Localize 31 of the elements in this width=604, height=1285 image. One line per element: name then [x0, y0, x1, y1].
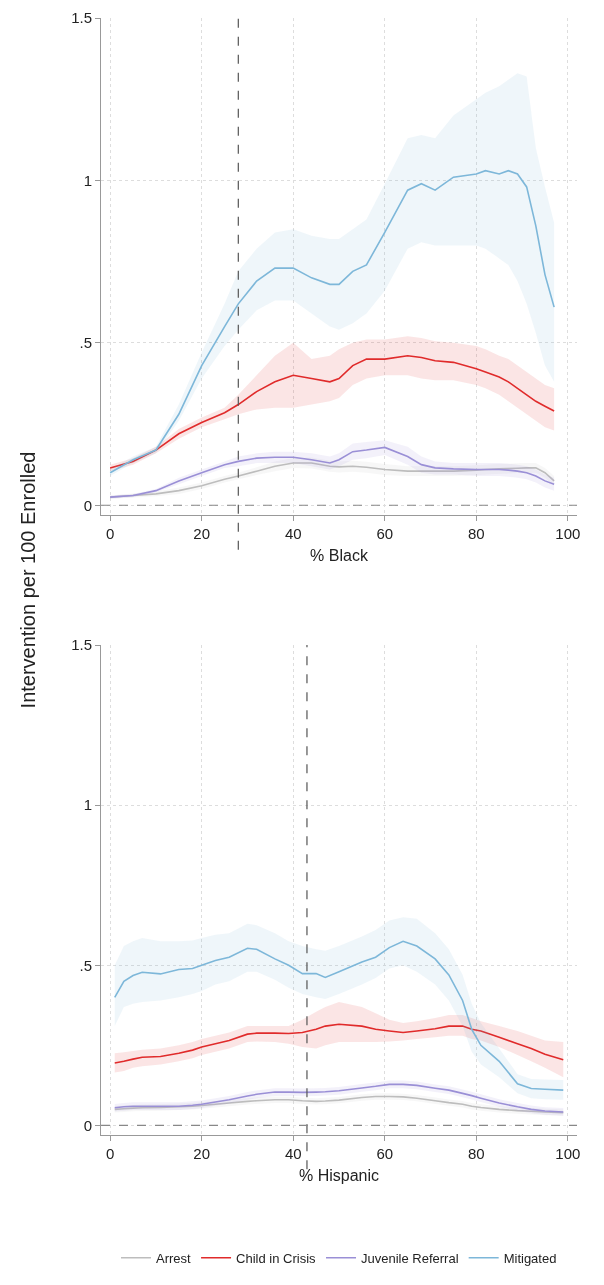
y-tick-label: 0: [83, 496, 92, 514]
y-tick-label: 1: [83, 796, 92, 814]
legend-label: Juvenile Referral: [361, 1250, 459, 1266]
x-tick-label: 20: [193, 1145, 211, 1162]
x-axis-title: % Hispanic: [298, 1166, 380, 1184]
x-tick-label: 80: [467, 1145, 485, 1162]
y-tick-label: .5: [79, 334, 92, 352]
line-series: [109, 169, 555, 474]
y-tick-label: 1: [83, 171, 92, 189]
x-tick-label: 40: [284, 1145, 302, 1162]
y-tick-label: 1.5: [71, 9, 92, 27]
line-series: [113, 1023, 565, 1064]
x-tick-label: 100: [555, 525, 581, 542]
line-series: [113, 940, 565, 1091]
x-tick-label: 60: [376, 1145, 394, 1162]
x-tick-label: 40: [284, 525, 302, 542]
legend-label: Mitigated: [503, 1250, 557, 1266]
legend-label: Child in Crisis: [236, 1250, 317, 1266]
x-tick-label: 100: [555, 1145, 581, 1162]
x-axis-title: % Black: [310, 546, 369, 564]
x-tick-label: 60: [376, 525, 394, 542]
y-axis-title: Intervention per 100 Enrolled: [16, 451, 40, 709]
line-series: [109, 355, 555, 469]
x-tick-label: 0: [105, 525, 115, 542]
x-tick-label: 80: [467, 525, 485, 542]
y-tick-label: .5: [79, 956, 92, 974]
y-tick-label: 1.5: [71, 636, 92, 654]
legend-label: Arrest: [156, 1250, 192, 1266]
y-tick-label: 0: [83, 1116, 92, 1134]
x-tick-label: 20: [193, 525, 211, 542]
x-tick-label: 0: [105, 1145, 115, 1162]
